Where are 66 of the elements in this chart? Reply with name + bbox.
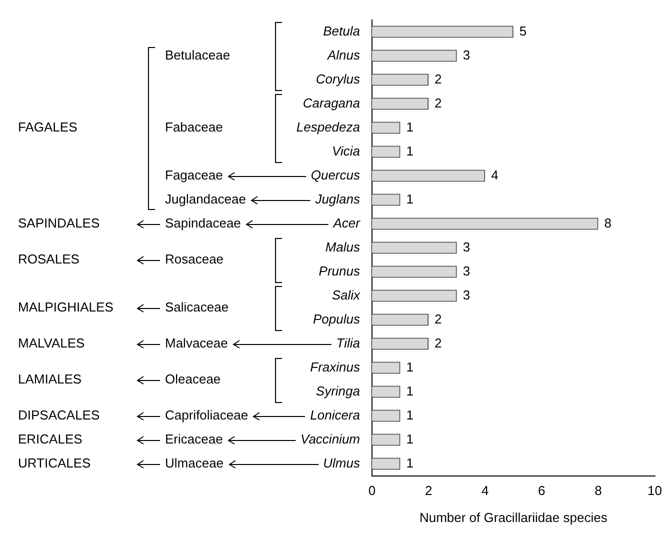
data-label: 3 xyxy=(462,239,470,254)
y-tick-label: Syringa xyxy=(316,383,360,398)
text: Sapindaceae xyxy=(165,215,241,230)
data-label: 4 xyxy=(491,167,498,182)
data-label: 1 xyxy=(406,455,414,470)
y-tick-label: Vaccinium xyxy=(300,431,360,446)
x-axis-title: Number of Gracillariidae species xyxy=(419,510,608,525)
text: MALPIGHIALES xyxy=(18,299,114,314)
data-label: 1 xyxy=(406,359,414,374)
data-label: 1 xyxy=(406,119,414,134)
data-label: 2 xyxy=(434,95,442,110)
text: Ulmaceae xyxy=(165,455,224,470)
text: Rosaceae xyxy=(165,251,224,266)
y-tick-label: Tilia xyxy=(336,335,360,350)
x-tick-label: 6 xyxy=(538,483,546,498)
y-tick-label: Alnus xyxy=(326,47,360,62)
text: Caprifoliaceae xyxy=(165,407,248,422)
text: Malvaceae xyxy=(165,335,228,350)
y-tick-label: Prunus xyxy=(318,263,360,278)
text: LAMIALES xyxy=(18,371,82,386)
text: Oleaceae xyxy=(165,371,221,386)
text: Fagaceae xyxy=(165,167,223,182)
y-tick-label: Quercus xyxy=(310,167,360,182)
text: Juglandaceae xyxy=(165,191,246,206)
text: SAPINDALES xyxy=(18,215,100,230)
y-tick-label: Lonicera xyxy=(310,407,360,422)
text: DIPSACALES xyxy=(18,407,100,422)
data-label: 1 xyxy=(406,143,414,158)
y-tick-label: Juglans xyxy=(314,191,360,206)
y-tick-label: Salix xyxy=(332,287,360,302)
data-label: 2 xyxy=(434,335,442,350)
y-tick-label: Betula xyxy=(323,23,360,38)
text: Fabaceae xyxy=(165,119,223,134)
x-tick-label: 0 xyxy=(368,483,376,498)
y-tick-label: Lespedeza xyxy=(296,119,360,134)
data-label: 2 xyxy=(434,311,442,326)
y-tick-label: Acer xyxy=(332,215,361,230)
text: URTICALES xyxy=(18,455,92,470)
y-tick-label: Ulmus xyxy=(323,455,360,470)
data-label: 1 xyxy=(406,407,414,422)
data-label: 3 xyxy=(462,263,470,278)
x-tick-label: 8 xyxy=(594,483,602,498)
data-label: 2 xyxy=(434,71,442,86)
y-tick-label: Caragana xyxy=(302,95,360,110)
text: ROSALES xyxy=(18,251,80,266)
y-tick-label: Populus xyxy=(313,311,360,326)
text: Betulaceae xyxy=(165,47,230,62)
x-tick-label: 4 xyxy=(481,483,489,498)
y-tick-label: Malus xyxy=(325,239,360,254)
y-tick-label: Vicia xyxy=(332,143,360,158)
data-label: 1 xyxy=(406,191,414,206)
data-label: 8 xyxy=(604,215,612,230)
data-label: 5 xyxy=(519,23,527,38)
text: Salicaceae xyxy=(165,299,229,314)
data-label: 1 xyxy=(406,431,414,446)
data-label: 3 xyxy=(462,287,470,302)
y-tick-label: Corylus xyxy=(316,71,360,86)
x-tick-label: 10 xyxy=(648,483,662,498)
text: Ericaceae xyxy=(165,431,223,446)
data-label: 1 xyxy=(406,383,414,398)
text: MALVALES xyxy=(18,335,86,350)
x-tick-label: 2 xyxy=(424,483,432,498)
text: ERICALES xyxy=(18,431,83,446)
data-label: 3 xyxy=(462,47,470,62)
y-tick-label: Fraxinus xyxy=(310,359,360,374)
text: FAGALES xyxy=(18,119,78,134)
